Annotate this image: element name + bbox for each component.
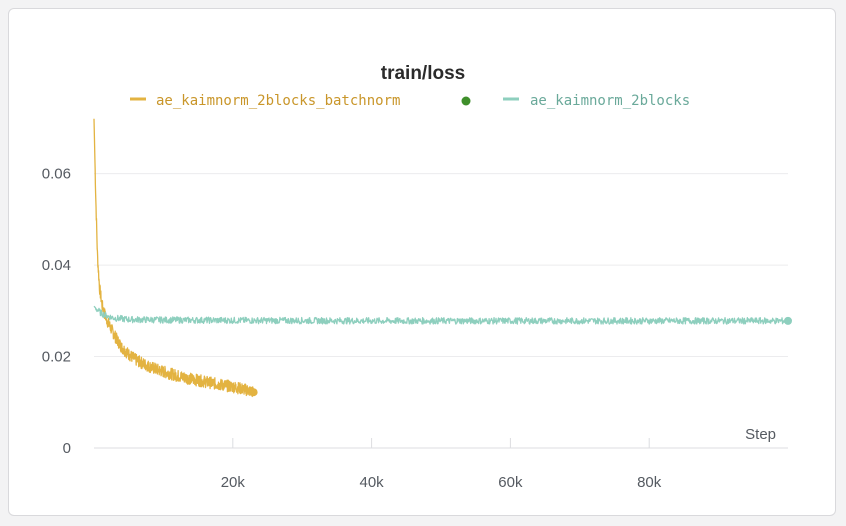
series-endpoint-batchnorm: [249, 388, 258, 397]
x-tick-label: 80k: [637, 474, 662, 491]
x-axis: 20k 40k 60k 80k: [94, 438, 788, 491]
chart-title: train/loss: [381, 63, 465, 84]
y-tick-label: 0: [63, 440, 71, 457]
y-tick-label: 0.04: [42, 257, 71, 274]
x-axis-label: Step: [745, 426, 776, 443]
legend-label-base[interactable]: ae_kaimnorm_2blocks: [530, 93, 690, 109]
chart-panel: [8, 8, 836, 516]
y-axis: 0 0.02 0.04 0.06: [42, 166, 71, 457]
legend-status-dot: [461, 96, 471, 106]
series-layer: [93, 118, 792, 398]
y-tick-label: 0.02: [42, 349, 71, 366]
series-line-batchnorm[interactable]: [93, 118, 255, 398]
legend: ae_kaimnorm_2blocks_batchnorm ae_kaimnor…: [130, 93, 690, 109]
x-tick-label: 20k: [221, 474, 246, 491]
x-tick-label: 40k: [360, 474, 385, 491]
grid: [94, 173, 788, 358]
x-tick-label: 60k: [498, 474, 523, 491]
legend-label-batchnorm[interactable]: ae_kaimnorm_2blocks_batchnorm: [156, 93, 400, 109]
y-tick-label: 0.06: [42, 166, 71, 183]
series-line-base[interactable]: [93, 305, 789, 325]
series-endpoint-base: [784, 316, 792, 325]
